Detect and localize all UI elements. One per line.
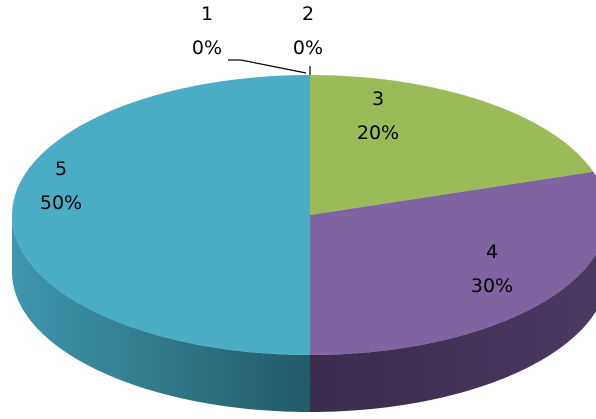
slice-percent-label-2: 0%: [293, 37, 323, 59]
data-label-3: 3 20%: [357, 88, 399, 144]
leader-line-1b: [240, 59, 307, 74]
slice-category-label-1: 1: [201, 3, 213, 25]
pie-side-4: [310, 254, 596, 412]
slice-category-label-5: 5: [55, 158, 67, 180]
slice-category-label-4: 4: [486, 241, 498, 263]
slice-percent-label-5: 50%: [40, 192, 82, 214]
data-label-1: 1 0%: [192, 3, 222, 59]
slice-category-label-3: 3: [372, 88, 384, 110]
pie-slice-4: [310, 171, 596, 355]
pie-slice-3: [310, 75, 594, 215]
data-label-2: 2 0%: [293, 3, 323, 59]
slice-percent-label-1: 0%: [192, 37, 222, 59]
slice-percent-label-4: 30%: [471, 275, 513, 297]
slice-percent-label-3: 20%: [357, 122, 399, 144]
data-label-5: 5 50%: [40, 158, 82, 214]
data-label-4: 4 30%: [471, 241, 513, 297]
slice-category-label-2: 2: [302, 3, 314, 25]
pie-side-5: [12, 215, 310, 412]
pie-slice-5: [12, 75, 310, 355]
